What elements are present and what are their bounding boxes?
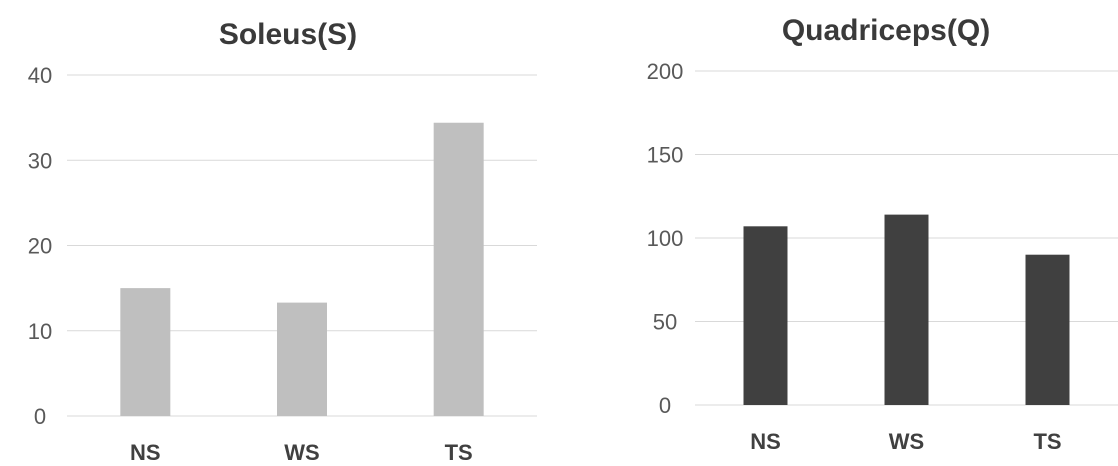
y-tick-label: 20 [28, 234, 52, 259]
y-tick-label: 40 [28, 63, 52, 88]
y-tick-label: 10 [28, 319, 52, 344]
y-tick-label: 0 [34, 404, 46, 429]
y-tick-label: 150 [647, 143, 684, 168]
x-category-label: NS [130, 440, 161, 465]
bar-ts [1025, 254, 1070, 405]
y-tick-label: 50 [653, 310, 677, 335]
x-category-label: NS [750, 429, 781, 454]
bar-ns [743, 226, 788, 405]
bar-ws [884, 214, 929, 405]
x-category-label: WS [284, 440, 319, 465]
bar-ns [120, 288, 171, 416]
chart-title: Quadriceps(Q) [782, 14, 990, 47]
quadriceps-chart: Quadriceps(Q) 0 50 100 150 200 NS WS TS [647, 14, 1118, 454]
x-category-label: TS [445, 440, 473, 465]
y-tick-label: 0 [659, 393, 671, 418]
x-category-label: TS [1033, 429, 1061, 454]
bar-ts [433, 122, 484, 417]
soleus-chart: Soleus(S) 0 10 20 30 40 NS WS TS [28, 18, 537, 465]
y-tick-label: 200 [647, 59, 684, 84]
chart-title: Soleus(S) [219, 18, 357, 51]
bar-ws [277, 302, 327, 416]
y-tick-label: 30 [28, 148, 52, 173]
y-tick-label: 100 [647, 226, 684, 251]
x-category-label: WS [889, 429, 924, 454]
